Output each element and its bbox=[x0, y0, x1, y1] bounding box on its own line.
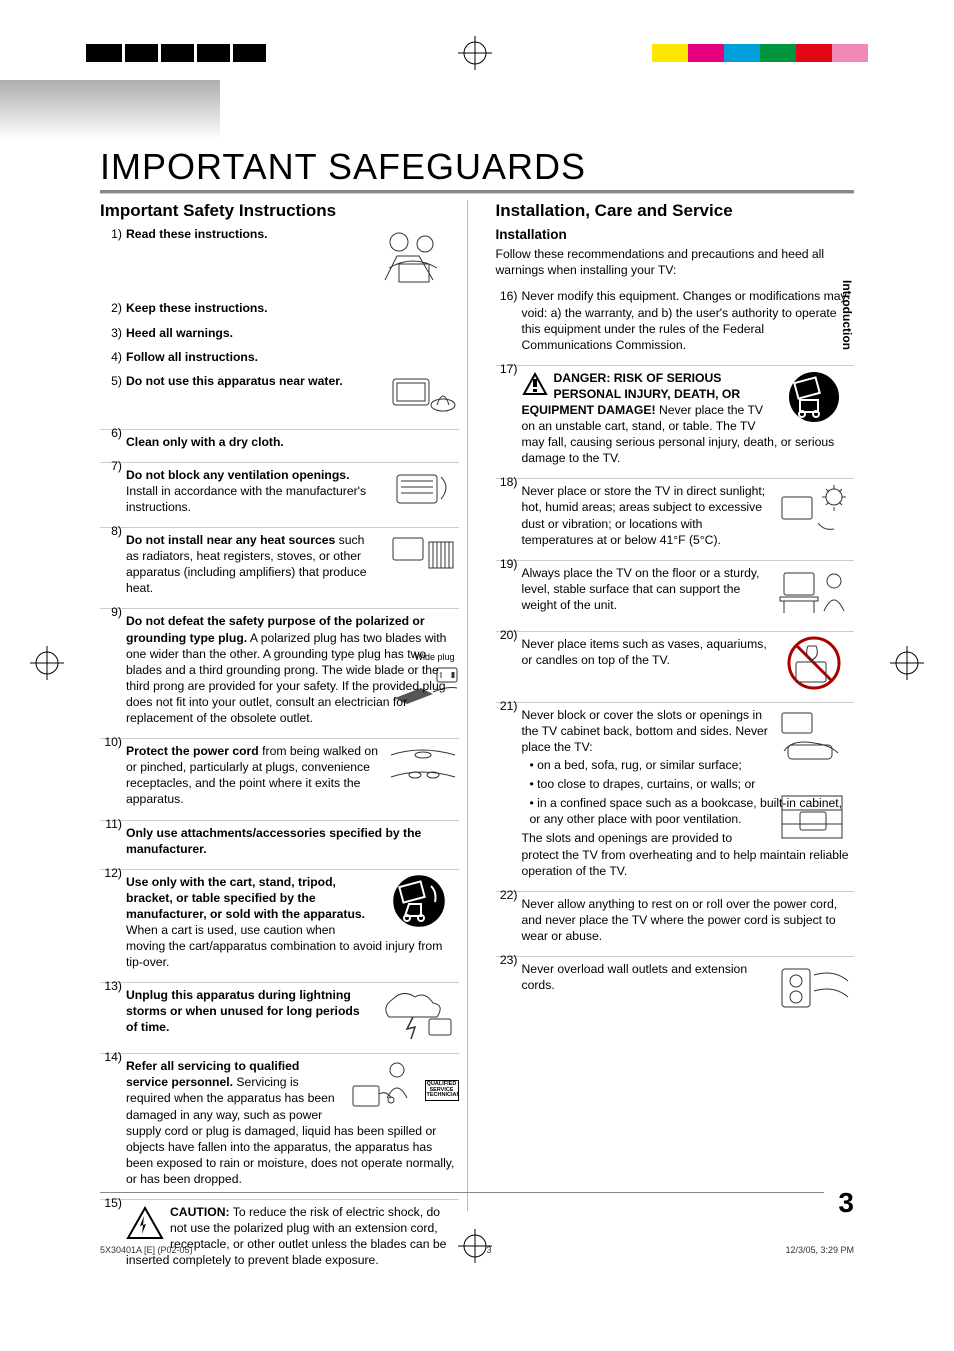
illustration-lightning bbox=[379, 987, 459, 1041]
illustration-cord bbox=[387, 743, 459, 787]
swatch bbox=[760, 44, 796, 62]
instruction-item: 3)Heed all warnings. bbox=[100, 325, 459, 341]
instruction-item: 8)Do not install near any heat sources s… bbox=[100, 523, 459, 596]
instruction-item: 2)Keep these instructions. bbox=[100, 300, 459, 316]
illustration-ventilation bbox=[387, 467, 459, 511]
warning-triangle-icon bbox=[522, 372, 548, 400]
illustration-water bbox=[387, 373, 459, 417]
left-heading: Important Safety Instructions bbox=[100, 200, 459, 222]
instruction-item: 6)Clean only with a dry cloth. bbox=[100, 425, 459, 450]
instruction-item: 10)Protect the power cord from being wal… bbox=[100, 734, 459, 807]
swatch bbox=[832, 44, 868, 62]
illustration-sunlight bbox=[774, 483, 854, 537]
instruction-item: QUALIFIED SERVICE TECHNICIAN 14)Refer al… bbox=[100, 1049, 459, 1187]
registration-crosshair-top bbox=[458, 36, 492, 70]
color-swatches bbox=[652, 44, 868, 62]
instruction-item: 12)Use only with the cart, stand, tripod… bbox=[100, 865, 459, 971]
swatch bbox=[652, 44, 688, 62]
swatch bbox=[688, 44, 724, 62]
registration-crosshair-bottom bbox=[458, 1229, 492, 1263]
illustration-sofa bbox=[774, 707, 854, 767]
illustration-heat bbox=[387, 532, 459, 576]
illustration-outlet bbox=[774, 961, 854, 1015]
instruction-item: 5)Do not use this apparatus near water. bbox=[100, 373, 459, 417]
left-column: Important Safety Instructions 1)Read the… bbox=[100, 200, 468, 1211]
instruction-item: 17) DANGER: RISK OF SERIOUS PERSONAL INJ… bbox=[496, 361, 855, 467]
instruction-item: 11)Only use attachments/accessories spec… bbox=[100, 816, 459, 857]
right-intro: Follow these recommendations and precaut… bbox=[496, 246, 855, 278]
page-number: 3 bbox=[838, 1187, 854, 1219]
instruction-item: 19)Always place the TV on the floor or a… bbox=[496, 556, 855, 619]
registration-crosshair-right bbox=[890, 646, 924, 680]
instruction-item: 1)Read these instructions. bbox=[100, 226, 459, 292]
page-title: IMPORTANT SAFEGUARDS bbox=[100, 146, 586, 188]
illustration-cart-tip bbox=[379, 874, 459, 928]
instruction-item: 18)Never place or store the TV in direct… bbox=[496, 474, 855, 547]
registration-black-bar bbox=[86, 44, 266, 62]
instruction-item: 15) CAUTION: To reduce the risk of elect… bbox=[100, 1195, 459, 1268]
illustration-reading bbox=[369, 226, 459, 292]
shock-triangle-icon bbox=[126, 1206, 164, 1244]
header-gradient bbox=[0, 80, 220, 140]
registration-crosshair-left bbox=[30, 646, 64, 680]
qst-label: QUALIFIED SERVICE TECHNICIAN bbox=[425, 1080, 459, 1101]
footer-right: 12/3/05, 3:29 PM bbox=[785, 1245, 854, 1255]
footer-left: 5X30401A [E] (P02-05) bbox=[100, 1245, 193, 1255]
instruction-item: 23)Never overload wall outlets and exten… bbox=[496, 952, 855, 1015]
right-subheading: Installation bbox=[496, 226, 855, 244]
footer-rule bbox=[100, 1192, 824, 1193]
illustration-stable-surface bbox=[774, 565, 854, 619]
right-column: Installation, Care and Service Installat… bbox=[488, 200, 855, 1211]
instruction-item: 20)Never place items such as vases, aqua… bbox=[496, 627, 855, 690]
instruction-item: 16)Never modify this equipment. Changes … bbox=[496, 288, 855, 352]
instruction-item: 9)Do not defeat the safety purpose of th… bbox=[100, 604, 459, 726]
instruction-item: 21)Never block or cover the slots or ope… bbox=[496, 698, 855, 879]
right-heading: Installation, Care and Service bbox=[496, 200, 855, 222]
illustration-technician bbox=[343, 1058, 423, 1122]
title-rule bbox=[100, 190, 854, 193]
illustration-cart-tip bbox=[774, 370, 854, 424]
instruction-item: 13)Unplug this apparatus during lightnin… bbox=[100, 978, 459, 1041]
instruction-item: 7)Do not block any ventilation openings.… bbox=[100, 458, 459, 515]
illustration-no-vase bbox=[774, 636, 854, 690]
swatch bbox=[796, 44, 832, 62]
instruction-item: 22)Never allow anything to rest on or ro… bbox=[496, 887, 855, 944]
instruction-item: 4)Follow all instructions. bbox=[100, 349, 459, 365]
swatch bbox=[724, 44, 760, 62]
